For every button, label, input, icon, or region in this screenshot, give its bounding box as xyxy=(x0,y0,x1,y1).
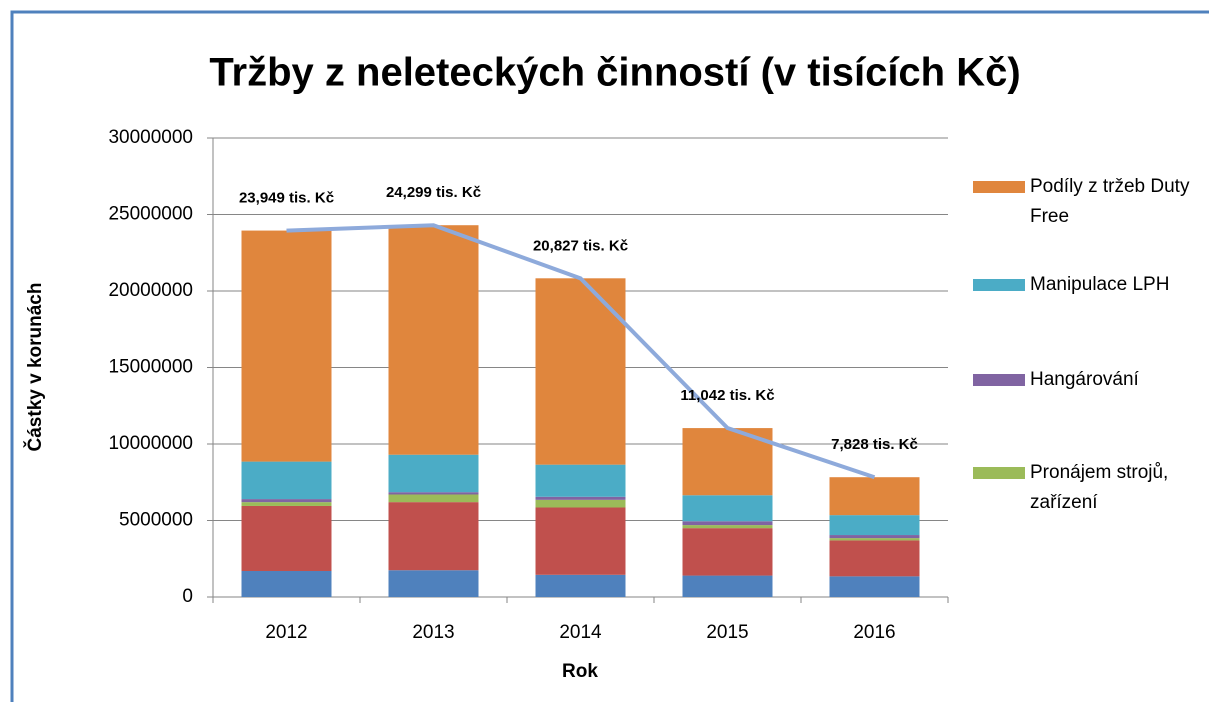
bar-segment xyxy=(829,576,920,597)
bar-segment xyxy=(241,505,332,571)
y-axis-label: Částky v korunách xyxy=(24,283,46,452)
data-label: 24,299 tis. Kč xyxy=(386,184,481,201)
legend-label: Pronájem strojů, zařízení xyxy=(1030,462,1169,513)
legend-swatch xyxy=(973,467,1025,479)
bar-segment xyxy=(829,515,920,536)
bar-segment xyxy=(388,570,479,597)
bar-segment xyxy=(829,477,920,516)
bar-segment xyxy=(241,499,332,503)
bar-segment xyxy=(535,574,626,597)
bar-segment xyxy=(388,502,479,571)
bar-segment xyxy=(829,535,920,539)
bar-segment xyxy=(682,575,773,597)
bar-segment xyxy=(535,464,626,497)
x-tick-label: 2016 xyxy=(853,622,895,643)
bar-segment xyxy=(535,278,626,465)
bar-segment xyxy=(388,225,479,455)
legend-swatch xyxy=(973,181,1025,193)
data-label: 7,828 tis. Kč xyxy=(831,436,918,453)
legend-swatch xyxy=(973,279,1025,291)
bar-segment xyxy=(388,494,479,503)
bar-segment xyxy=(535,507,626,575)
x-tick-label: 2015 xyxy=(706,622,748,643)
y-tick-label: 25000000 xyxy=(108,204,193,225)
frame xyxy=(10,10,1209,702)
x-axis-label: Rok xyxy=(562,661,598,682)
bar-segment xyxy=(829,538,920,541)
x-tick-label: 2012 xyxy=(265,622,307,643)
bar-segment xyxy=(241,570,332,597)
x-tick-label: 2013 xyxy=(412,622,454,643)
y-tick-label: 30000000 xyxy=(108,127,193,148)
x-tick-label: 2014 xyxy=(559,622,602,643)
bar-segment xyxy=(241,461,332,500)
total-line xyxy=(286,223,876,480)
bar-segment xyxy=(241,502,332,506)
legend-label: Hangárování xyxy=(1030,369,1139,390)
legend-label: Podíly z tržeb Duty Free xyxy=(1030,176,1190,227)
bar-segment xyxy=(241,230,332,462)
y-tick-label: 10000000 xyxy=(108,433,193,454)
bar-segment xyxy=(388,492,479,495)
bar-segment xyxy=(829,540,920,577)
bar-segment xyxy=(388,454,479,493)
bar-segment xyxy=(535,499,626,508)
bar-segment xyxy=(535,496,626,500)
data-label: 11,042 tis. Kč xyxy=(680,387,774,404)
bar-segment xyxy=(682,495,773,522)
bar-segment xyxy=(682,521,773,526)
y-tick-label: 0 xyxy=(182,586,193,607)
y-tick-label: 20000000 xyxy=(108,280,193,301)
legend-swatch xyxy=(973,374,1025,386)
data-label: 23,949 tis. Kč xyxy=(239,190,334,207)
data-label: 20,827 tis. Kč xyxy=(533,237,628,254)
y-tick-label: 5000000 xyxy=(119,510,193,531)
bar-segment xyxy=(682,528,773,576)
chart-title: Tržby z neleteckých činností (v tisících… xyxy=(209,51,1020,95)
legend-label: Manipulace LPH xyxy=(1030,274,1170,295)
bar-segment xyxy=(682,525,773,529)
y-tick-label: 15000000 xyxy=(108,357,193,378)
